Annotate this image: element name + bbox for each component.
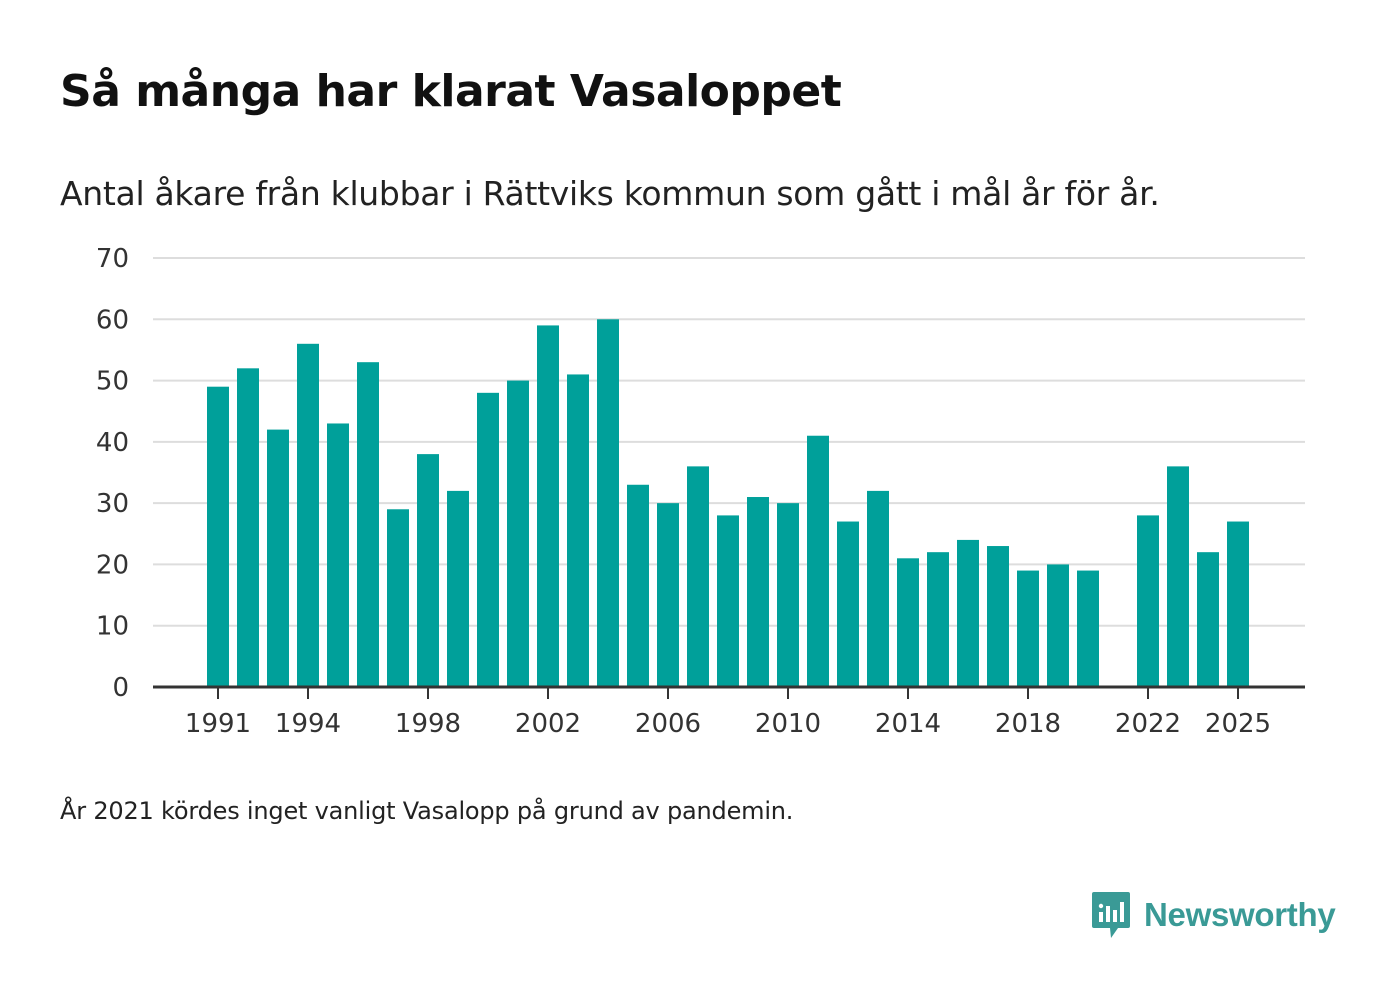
brand-name: Newsworthy (1144, 896, 1336, 933)
bar-2019 (1047, 564, 1069, 687)
y-axis-labels: 0 10 20 30 40 50 60 70 (96, 244, 129, 703)
bar-2009 (747, 497, 769, 687)
y-tick-label-40: 40 (96, 428, 129, 458)
footnote: År 2021 kördes inget vanligt Vasalopp på… (60, 797, 794, 825)
y-tick-label-60: 60 (96, 305, 129, 335)
bar-2023 (1167, 466, 1189, 687)
bar-2018 (1017, 570, 1039, 687)
bar-2025 (1227, 521, 1249, 687)
newsworthy-logo-icon (1092, 892, 1130, 938)
bar-1996 (357, 362, 379, 687)
bar-2022 (1137, 515, 1159, 687)
bar-2005 (627, 484, 649, 687)
bars (207, 319, 1249, 687)
bar-2013 (867, 490, 889, 687)
bar-1994 (297, 343, 319, 687)
y-tick-label-30: 30 (96, 489, 129, 519)
bar-1998 (417, 454, 439, 687)
bar-2012 (837, 521, 859, 687)
bar-1999 (447, 490, 469, 687)
bar-2014 (897, 558, 919, 687)
bar-2003 (567, 374, 589, 687)
x-tick-label-2006: 2006 (635, 709, 701, 739)
bar-1991 (207, 386, 229, 687)
chart-title: Så många har klarat Vasaloppet (60, 66, 842, 117)
x-axis-labels: 1991 1994 1998 2002 2006 2010 2014 2018 2022 2025 (185, 687, 1271, 739)
y-tick-label-20: 20 (96, 550, 129, 580)
bar-1997 (387, 509, 409, 687)
x-tick-label-2002: 2002 (515, 709, 581, 739)
y-tick-label-0: 0 (112, 673, 129, 703)
bar-2000 (477, 392, 499, 687)
bar-1993 (267, 429, 289, 687)
x-tick-label-1994: 1994 (275, 709, 341, 739)
bar-2016 (957, 539, 979, 687)
x-tick-label-2025: 2025 (1205, 709, 1271, 739)
x-tick-label-2018: 2018 (995, 709, 1061, 739)
x-tick-label-2022: 2022 (1115, 709, 1181, 739)
x-tick-label-2014: 2014 (875, 709, 941, 739)
x-tick-label-1998: 1998 (395, 709, 461, 739)
bar-2015 (927, 552, 949, 687)
x-tick-label-2010: 2010 (755, 709, 821, 739)
bar-2010 (777, 503, 799, 687)
bar-2002 (537, 325, 559, 687)
bar-2004 (597, 319, 619, 687)
y-tick-label-10: 10 (96, 612, 129, 642)
y-tick-label-70: 70 (96, 244, 129, 274)
bar-2011 (807, 435, 829, 687)
bar-2006 (657, 503, 679, 687)
bar-2024 (1197, 552, 1219, 687)
bar-1992 (237, 368, 259, 687)
newsworthy-logo[interactable]: Newsworthy (1090, 890, 1336, 940)
bar-2017 (987, 546, 1009, 687)
bar-2001 (507, 380, 529, 687)
y-tick-label-50: 50 (96, 367, 129, 397)
x-tick-label-1991: 1991 (185, 709, 251, 739)
chart-subtitle: Antal åkare från klubbar i Rättviks komm… (60, 174, 1160, 213)
bar-2008 (717, 515, 739, 687)
bar-1995 (327, 423, 349, 687)
bar-2007 (687, 466, 709, 687)
bar-2020 (1077, 570, 1099, 687)
